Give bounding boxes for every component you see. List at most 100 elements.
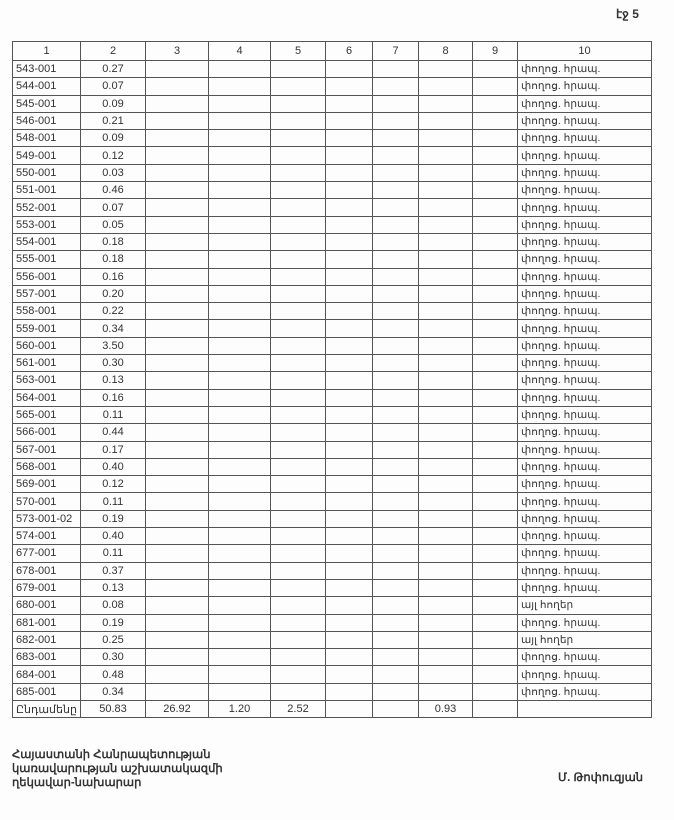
column-header-2: 2 [80, 41, 146, 61]
table-row: 565-001 0.11 փողոց. հրապ. [12, 405, 652, 425]
empty-cell [270, 440, 326, 459]
empty-cell [418, 475, 473, 494]
empty-cell [372, 319, 419, 338]
empty-cell [145, 492, 209, 511]
table-row: 563-001 0.13 փողոց. հրապ. [12, 371, 652, 390]
empty-cell [472, 388, 518, 407]
empty-cell [472, 250, 518, 269]
parcel-area: 0.05 [80, 215, 146, 234]
empty-cell [418, 509, 473, 529]
parcel-code: 677-001 [12, 544, 81, 563]
empty-cell [472, 59, 518, 79]
table-row: 681-001 0.19 փողոց. հրապ. [12, 613, 652, 632]
empty-cell [418, 388, 473, 407]
parcel-code: 543-001 [12, 59, 81, 79]
parcel-area: 0.16 [80, 388, 146, 407]
empty-cell [372, 354, 419, 373]
parcel-area: 0.27 [80, 59, 146, 79]
empty-cell [208, 336, 271, 356]
empty-cell [418, 336, 473, 356]
empty-cell [472, 423, 518, 442]
empty-cell [472, 336, 518, 356]
empty-cell [208, 146, 271, 165]
empty-cell [270, 596, 326, 615]
land-use: փողոց. հրապ. [517, 371, 652, 390]
empty-cell [325, 423, 373, 442]
empty-cell [325, 146, 373, 165]
column-header-7: 7 [372, 41, 419, 61]
empty-cell [472, 198, 518, 217]
table-row: 679-001 0.13 փողոց. հրապ. [12, 578, 652, 598]
empty-cell [270, 630, 326, 650]
empty-cell [270, 371, 326, 390]
empty-cell [418, 163, 473, 183]
table-row: 564-001 0.16 փողոց. հրապ. [12, 388, 652, 407]
parcel-area: 0.44 [80, 423, 146, 442]
empty-cell [208, 544, 271, 563]
empty-cell [418, 111, 473, 131]
total-col-3: 26.92 [145, 699, 209, 719]
empty-cell [372, 181, 419, 200]
empty-cell [145, 630, 209, 650]
empty-cell [208, 181, 271, 200]
table-row: 554-001 0.18 փողոց. հրապ. [12, 232, 652, 252]
table-row: 548-001 0.09 փողոց. հրապ. [12, 129, 652, 148]
empty-cell [418, 492, 473, 511]
parcel-code: 554-001 [12, 232, 81, 252]
total-col-5: 2.52 [270, 699, 326, 719]
empty-cell [372, 440, 419, 459]
parcel-code: 556-001 [12, 267, 81, 286]
table-row: 549-001 0.12 փողոց. հրապ. [12, 146, 652, 165]
empty-cell [208, 440, 271, 459]
land-use: փողոց. հրապ. [517, 267, 652, 286]
parcel-code: 563-001 [12, 371, 81, 390]
table-row: 573-001-02 0.19 փողոց. հրապ. [12, 509, 652, 529]
parcel-area: 0.11 [80, 544, 146, 563]
parcel-code: 546-001 [12, 111, 81, 131]
empty-cell [418, 129, 473, 148]
empty-cell [325, 129, 373, 148]
empty-cell [372, 94, 419, 113]
empty-cell [418, 302, 473, 321]
land-use: փողոց. հրապ. [517, 354, 652, 373]
land-use: փողոց. հրապ. [517, 405, 652, 425]
table-row: 553-001 0.05 փողոց. հրապ. [12, 215, 652, 234]
empty-cell [270, 336, 326, 356]
table-row: 678-001 0.37 փողոց. հրապ. [12, 561, 652, 580]
land-use: փողոց. հրապ. [517, 181, 652, 200]
parcel-area: 0.30 [80, 354, 146, 373]
empty-cell [208, 354, 271, 373]
table-row: 558-001 0.22 փողոց. հրապ. [12, 302, 652, 321]
parcel-code: 684-001 [12, 665, 81, 684]
empty-cell [145, 648, 209, 667]
empty-cell [145, 111, 209, 131]
parcel-code: 553-001 [12, 215, 81, 234]
empty-cell [208, 163, 271, 183]
parcel-code: 560-001 [12, 336, 81, 356]
table-row: 683-001 0.30 փողոց. հրապ. [12, 648, 652, 667]
empty-cell [418, 146, 473, 165]
empty-cell [208, 648, 271, 667]
empty-cell [145, 129, 209, 148]
empty-cell [208, 267, 271, 286]
parcel-area: 0.18 [80, 250, 146, 269]
empty-cell [372, 232, 419, 252]
parcel-area: 0.07 [80, 198, 146, 217]
land-use: փողոց. հրապ. [517, 163, 652, 183]
empty-cell [472, 302, 518, 321]
land-use: փողոց. հրապ. [517, 440, 652, 459]
table-row: 550-001 0.03 փողոց. հրապ. [12, 163, 652, 183]
empty-cell [372, 457, 419, 477]
empty-cell [325, 630, 373, 650]
land-use: փողոց. հրապ. [517, 578, 652, 598]
empty-cell [372, 405, 419, 425]
empty-cell [325, 492, 373, 511]
empty-cell [418, 267, 473, 286]
parcel-code: 552-001 [12, 198, 81, 217]
empty-cell [418, 354, 473, 373]
empty-cell [325, 267, 373, 286]
land-use: փողոց. հրապ. [517, 423, 652, 442]
empty-cell [372, 336, 419, 356]
total-col-2: 50.83 [80, 699, 146, 719]
empty-cell [145, 475, 209, 494]
